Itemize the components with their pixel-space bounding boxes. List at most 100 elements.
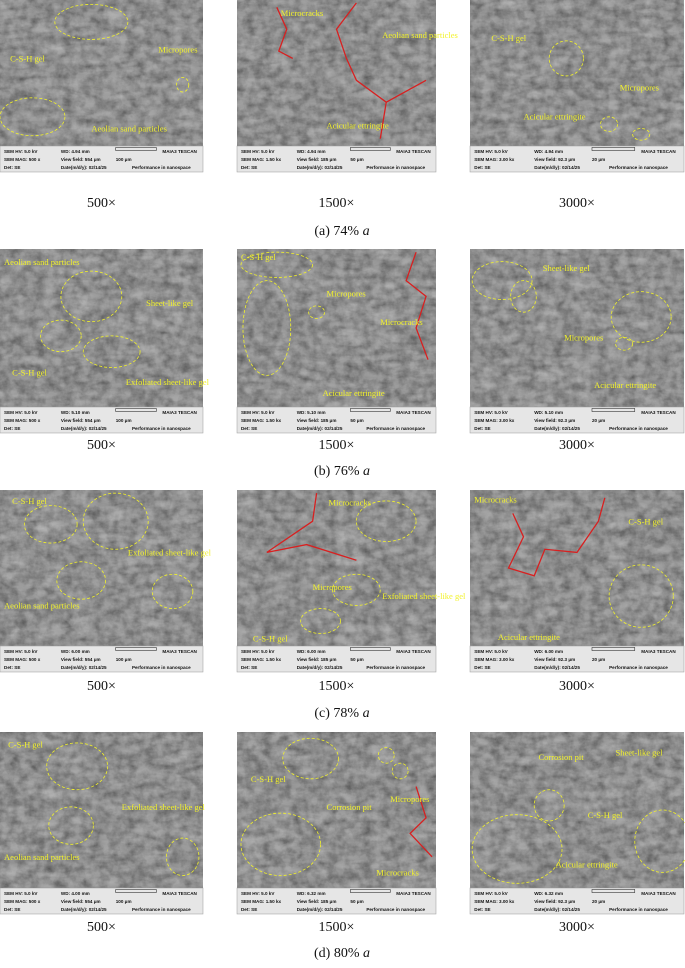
info-bar xyxy=(469,887,685,915)
row-caption: (d) 80% a xyxy=(314,946,370,961)
annotation-circle xyxy=(600,116,619,132)
info-text: SEM MAG: 500 x xyxy=(4,418,41,423)
annotation-label: Micropores xyxy=(313,582,352,592)
annotation-circle xyxy=(471,814,563,884)
info-text: Performance in nanospace xyxy=(366,665,425,670)
info-text: SEM HV: 5.0 kV xyxy=(241,410,275,415)
magnification-label: 3000× xyxy=(559,438,595,453)
annotation-label: Aeolian sand particles xyxy=(382,30,458,40)
info-text: Date(m/d/y): 02/14/25 xyxy=(297,907,343,912)
annotation-label: Corrosion pit xyxy=(327,802,373,812)
annotation-label: Micropores xyxy=(390,794,429,804)
info-text: Performance in nanospace xyxy=(366,426,425,431)
annotation-circle xyxy=(282,737,339,780)
info-text: Date(m/d/y): 02/14/25 xyxy=(61,907,107,912)
annotation-circle xyxy=(240,251,314,278)
annotation-label: Aeolian sand particles xyxy=(91,123,167,133)
info-text: Performance in nanospace xyxy=(132,907,191,912)
scale-bar xyxy=(591,408,636,412)
info-text: View field: 185 μm xyxy=(297,657,337,662)
sem-highlights xyxy=(470,490,684,646)
info-text: Det: SE xyxy=(241,665,257,670)
annotation-circle xyxy=(40,319,82,353)
annotation-label: Micropores xyxy=(158,45,197,55)
annotation-label: C-S-H gel xyxy=(10,53,45,63)
annotation-label: C-S-H gel xyxy=(241,252,276,262)
info-text: WD: 4.00 mm xyxy=(61,891,90,896)
caption-variable: a xyxy=(363,464,370,479)
sem-panel: C-S-H gel Micropores Acicular ettringite SE… xyxy=(469,0,685,173)
info-text: Det: SE xyxy=(474,426,490,431)
info-text: Performance in nanospace xyxy=(609,665,668,670)
info-text: MAIA3 TESCAN xyxy=(162,891,197,896)
scale-bar xyxy=(115,147,157,151)
scale-bar xyxy=(350,408,391,412)
annotation-label: Acicular ettringite xyxy=(524,112,586,122)
info-text: MAIA3 TESCAN xyxy=(396,410,431,415)
info-text: Performance in nanospace xyxy=(132,165,191,170)
scale-bar xyxy=(591,647,636,651)
annotation-label: Micropores xyxy=(327,288,366,298)
info-text: Date(m/d/y): 02/14/25 xyxy=(61,426,107,431)
annotation-circle xyxy=(355,500,417,542)
info-text: SEM MAG: 1.50 kx xyxy=(241,418,282,423)
crack-line xyxy=(335,2,427,103)
row-caption: (b) 76% a xyxy=(314,464,370,479)
info-text: View field: 92.3 μm xyxy=(534,899,575,904)
info-text: SEM MAG: 1.50 kx xyxy=(241,157,282,162)
info-text: 50 μm xyxy=(350,899,363,904)
info-text: 20 μm xyxy=(592,418,605,423)
annotation-label: Exfoliated sheet-like gel xyxy=(128,548,212,558)
sem-panel: Sheet-like gel Micropores Acicular ettring… xyxy=(469,249,685,434)
info-text: Date(m/d/y): 02/14/25 xyxy=(61,165,107,170)
info-text: WD: 6.00 mm xyxy=(61,649,90,654)
caption-variable: a xyxy=(363,224,370,239)
annotation-label: C-S-H gel xyxy=(491,33,526,43)
magnification-label: 3000× xyxy=(559,679,595,694)
info-bar xyxy=(469,406,685,434)
scale-bar xyxy=(115,647,157,651)
scale-bar xyxy=(115,408,157,412)
info-text: View field: 554 μm xyxy=(61,157,101,162)
magnification-label: 1500× xyxy=(319,196,355,211)
caption-variable: a xyxy=(363,946,370,961)
annotation-label: Acicular ettringite xyxy=(556,860,618,870)
caption-text: (d) 80% xyxy=(314,946,360,961)
annotation-label: C-S-H gel xyxy=(253,633,288,643)
info-text: SEM HV: 5.0 kV xyxy=(4,649,38,654)
annotation-label: C-S-H gel xyxy=(12,367,47,377)
info-bar xyxy=(0,645,204,673)
crack-line xyxy=(266,493,357,561)
annotation-label: Aeolian sand particles xyxy=(4,257,80,267)
annotation-label: Microcracks xyxy=(380,317,422,327)
info-text: SEM MAG: 3.00 kx xyxy=(474,418,515,423)
sem-highlights xyxy=(470,732,684,888)
sem-highlights xyxy=(237,249,436,407)
info-bar xyxy=(236,645,437,673)
sem-panel: C-S-H gel Exfoliated sheet-like gel Aeolia… xyxy=(0,732,206,915)
info-text: WD: 4.94 mm xyxy=(61,149,90,154)
annotation-circle xyxy=(54,3,129,40)
annotation-circle xyxy=(23,505,78,544)
info-text: 100 μm xyxy=(116,418,132,423)
scale-bar xyxy=(350,889,391,893)
info-text: 100 μm xyxy=(116,657,132,662)
annotation-circle xyxy=(0,97,66,137)
info-text: Performance in nanospace xyxy=(609,165,668,170)
info-text: MAIA3 TESCAN xyxy=(162,410,197,415)
sem-panel: Microcracks Micropores Exfoliated sheet-li… xyxy=(236,490,466,673)
info-text: MAIA3 TESCAN xyxy=(162,649,197,654)
info-text: Det: SE xyxy=(4,165,20,170)
annotation-label: Acicular ettringite xyxy=(498,632,560,642)
sem-highlights xyxy=(0,490,203,646)
annotation-label: Exfoliated sheet-like gel xyxy=(382,591,466,601)
annotation-circle xyxy=(300,608,341,634)
sem-panel: Corrosion pit Sheet-like gel C-S-H gel Acic… xyxy=(469,732,685,915)
info-text: WD: 6.00 mm xyxy=(534,649,563,654)
info-text: SEM HV: 5.0 kV xyxy=(241,149,275,154)
info-text: Det: SE xyxy=(474,907,490,912)
info-bar xyxy=(0,145,204,173)
annotation-circle xyxy=(615,337,634,351)
info-text: View field: 554 μm xyxy=(61,899,101,904)
magnification-label: 1500× xyxy=(319,438,355,453)
